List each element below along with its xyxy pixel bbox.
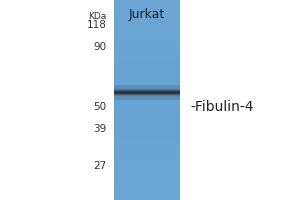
Text: KDa: KDa <box>88 12 106 21</box>
Text: -Fibulin-4: -Fibulin-4 <box>190 100 254 114</box>
Text: 50: 50 <box>93 102 106 112</box>
Text: 27: 27 <box>93 161 106 171</box>
Text: 90: 90 <box>93 42 106 52</box>
Text: 39: 39 <box>93 124 106 134</box>
Text: 118: 118 <box>87 20 106 30</box>
Text: Jurkat: Jurkat <box>129 8 165 21</box>
